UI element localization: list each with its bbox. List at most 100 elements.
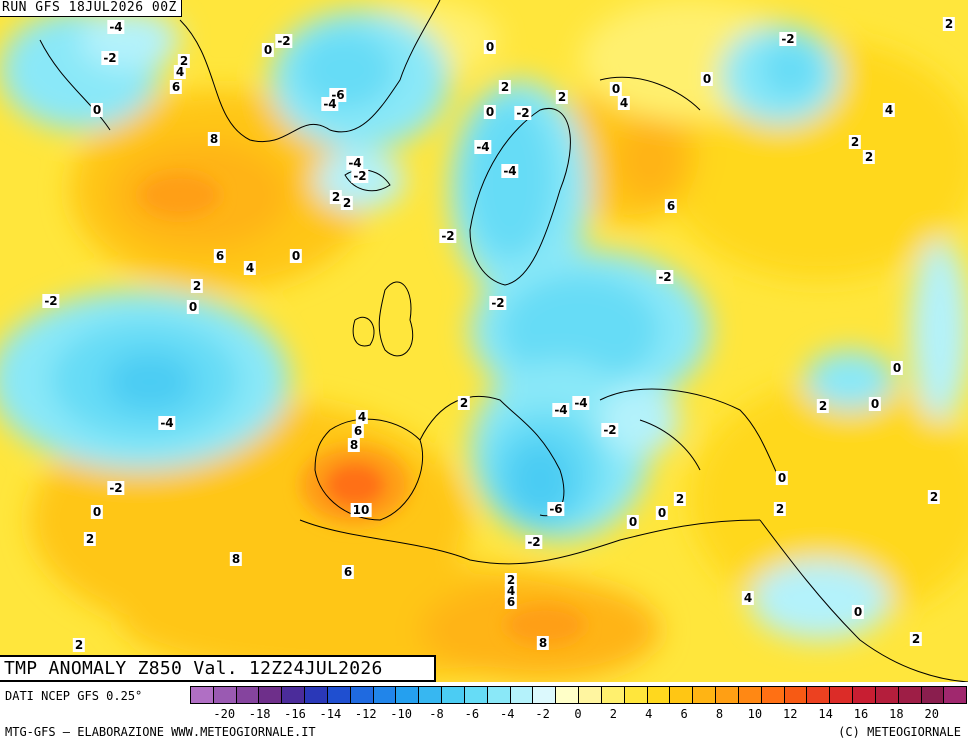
isotherm-label: 4 [243,261,257,275]
isotherm-label: -2 [489,296,507,310]
isotherm-label: 2 [83,532,97,546]
legend-tick-label: -10 [390,707,412,721]
isotherm-label: -2 [351,169,369,183]
legend-tick-label: -20 [213,707,236,721]
isotherm-label: 2 [72,638,86,652]
map-title: TMP ANOMALY Z850 Val. 12Z24JUL2026 [0,655,436,682]
legend-swatch [212,686,237,704]
legend-swatch [418,686,443,704]
color-scale-legend [190,686,968,706]
legend-tick-label: -18 [248,707,271,721]
legend-swatch [897,686,922,704]
isotherm-label: 0 [186,300,200,314]
isotherm-label: -4 [321,97,339,111]
legend-swatch [349,686,374,704]
legend-swatch [258,686,283,704]
legend-swatch [920,686,945,704]
map-canvas [0,0,968,682]
legend-tick-label: -14 [319,707,342,721]
legend-swatch [806,686,831,704]
anomaly-field [0,0,968,680]
isotherm-label: -2 [42,294,60,308]
isotherm-label: 0 [609,82,623,96]
isotherm-label: 2 [177,54,191,68]
legend-tick-label: 0 [574,707,582,721]
legend-swatch [646,686,671,704]
legend-swatch [372,686,397,704]
coastlines [39,0,968,682]
isotherm-label: 0 [868,397,882,411]
isotherm-label: 8 [229,552,243,566]
legend-swatch [463,686,488,704]
temperature-anomaly-map: RUN GFS 18JUL2026 00Z -4 -2 0 -2 2 4 6 0… [0,0,968,682]
legend-swatch [555,686,580,704]
legend-swatch [235,686,260,704]
isotherm-label: 2 [773,502,787,516]
footer-bar: DATI NCEP GFS 0.25° -20 -18 -16 -14 -12 -10 -8… [0,682,968,745]
isotherm-label: -2 [525,535,543,549]
isotherm-label: 2 [190,279,204,293]
isotherm-label: 0 [655,506,669,520]
isotherm-label: 0 [483,40,497,54]
isotherm-label: -2 [275,34,293,48]
legend-swatch [669,686,694,704]
legend-tick-label: 2 [609,707,617,721]
isotherm-label: 2 [673,492,687,506]
isotherm-label: -4 [474,140,492,154]
legend-swatch [441,686,465,704]
legend-swatch [737,686,762,704]
isotherm-label: 8 [347,438,361,452]
isotherm-label: -4 [107,20,125,34]
legend-tick-label: 12 [783,707,798,721]
isotherm-label: 6 [341,565,355,579]
credit-left: MTG-GFS — ELABORAZIONE WWW.METEOGIORNALE… [5,725,316,739]
isotherm-label: 6 [351,424,365,438]
legend-swatch [304,686,328,704]
legend-swatch [281,686,306,704]
legend-swatch [715,686,739,704]
isotherm-label: 4 [617,96,631,110]
isotherm-label: 0 [261,43,275,57]
isotherm-label: 4 [173,65,187,79]
isotherm-label: 0 [626,515,640,529]
legend-tick-label: -8 [429,707,444,721]
isotherm-label: 0 [851,605,865,619]
isotherm-label: -2 [101,51,119,65]
isotherm-label: 8 [536,636,550,650]
legend-tick-label: 10 [747,707,763,721]
legend-swatch [600,686,625,704]
isotherm-label: -4 [552,403,570,417]
isotherm-label: 0 [289,249,303,263]
isotherm-label: 2 [862,150,876,164]
legend-swatch [623,686,648,704]
isotherm-label: 2 [498,80,512,94]
isotherm-label: 2 [942,17,956,31]
legend-swatch [760,686,785,704]
legend-swatch [943,686,968,704]
legend-swatch [692,686,717,704]
isotherm-label: 2 [457,396,471,410]
isotherm-label: -2 [107,481,125,495]
legend-tick-label: -2 [535,707,550,721]
legend-tick-label: 6 [680,707,688,721]
isotherm-label: -2 [779,32,797,46]
isotherm-label: 0 [90,505,104,519]
legend-tick-label: 20 [924,707,939,721]
legend-tick-label: -12 [354,707,377,721]
data-source-label: DATI NCEP GFS 0.25° [5,689,143,703]
isotherm-label: 2 [340,196,354,210]
isotherm-label: -6 [547,502,565,516]
isotherm-label: 6 [504,595,518,609]
legend-swatch [532,686,557,704]
isotherm-label: 2 [927,490,941,504]
isotherm-label: -2 [601,423,619,437]
legend-swatch [829,686,854,704]
run-label: RUN GFS 18JUL2026 00Z [0,0,182,17]
legend-tick-label: 18 [889,707,904,721]
isotherm-label: 4 [504,584,518,598]
isotherm-label: 2 [555,90,569,104]
legend-swatch [578,686,602,704]
isotherm-label: 0 [90,103,104,117]
isotherm-label: 4 [355,410,369,424]
legend-swatch [852,686,876,704]
